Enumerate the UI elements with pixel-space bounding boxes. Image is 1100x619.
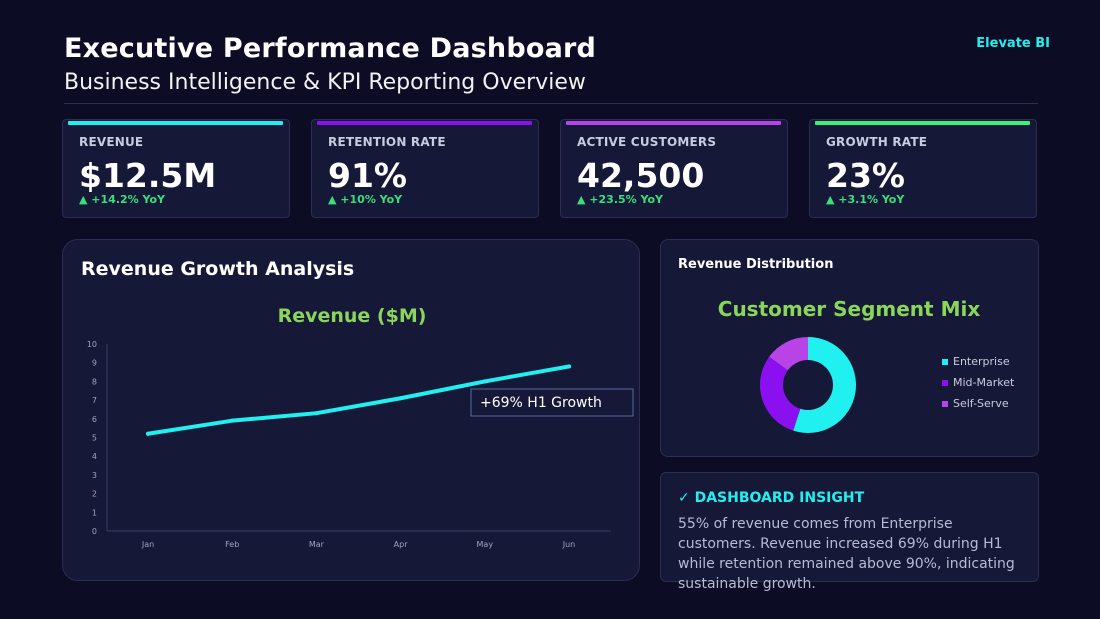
y-tick-label: 5 [92, 434, 97, 443]
page-subtitle: Business Intelligence & KPI Reporting Ov… [64, 70, 586, 95]
y-tick-label: 3 [92, 471, 97, 480]
y-tick-label: 8 [92, 377, 97, 386]
x-tick-label: Apr [394, 540, 409, 549]
chart-title: Customer Segment Mix [718, 297, 981, 321]
kpi-label: GROWTH RATE [826, 135, 928, 149]
header-divider [64, 103, 1038, 104]
annotation-label: +69% H1 Growth [480, 395, 602, 411]
brand-logo-text: Elevate BI [976, 36, 1050, 51]
kpi-delta: ▲ +10% YoY [328, 193, 403, 206]
kpi-label: RETENTION RATE [328, 135, 446, 149]
kpi-value: 42,500 [577, 156, 705, 195]
x-tick-label: Jun [562, 540, 576, 549]
y-tick-label: 0 [92, 527, 97, 536]
insight-heading: ✓ DASHBOARD INSIGHT [678, 490, 865, 506]
donut-slice-self-serve [769, 337, 808, 371]
revenue-growth-panel: Revenue Growth Analysis Revenue ($M) 0 1 2 3… [62, 239, 640, 581]
x-tick-label: May [477, 540, 494, 549]
insight-text: 55% of revenue comes from Enterprise cus… [678, 516, 1015, 592]
kpi-delta: ▲ +23.5% YoY [577, 193, 663, 206]
legend-swatch [942, 359, 948, 365]
kpi-accent-bar [317, 121, 532, 125]
kpi-label: REVENUE [79, 135, 144, 149]
page-title: Executive Performance Dashboard [64, 33, 597, 64]
kpi-card-revenue: REVENUE $12.5M ▲ +14.2% YoY [62, 119, 290, 218]
data-point [314, 411, 319, 416]
revenue-series-line [146, 364, 571, 436]
kpi-accent-bar [815, 121, 1030, 125]
donut-slice-enterprise [793, 337, 856, 433]
revenue-distribution-panel: Revenue Distribution Customer Segment Mi… [660, 239, 1039, 457]
chart-title: Revenue ($M) [278, 305, 427, 327]
data-point [482, 379, 487, 384]
x-tick-label: Mar [309, 540, 325, 549]
panel-title: Revenue Distribution [678, 257, 834, 272]
kpi-accent-bar [68, 121, 283, 125]
kpi-label: ACTIVE CUSTOMERS [577, 135, 717, 149]
data-point [146, 431, 150, 436]
y-tick-label: 2 [92, 490, 97, 499]
kpi-value: $12.5M [79, 156, 217, 195]
y-tick-label: 7 [92, 396, 97, 405]
y-tick-label: 6 [92, 415, 97, 424]
kpi-card-active-customers: ACTIVE CUSTOMERS 42,500 ▲ +23.5% YoY [560, 119, 788, 218]
dashboard-insight-panel: ✓ DASHBOARD INSIGHT 55% of revenue comes… [660, 472, 1039, 592]
legend-swatch [942, 380, 948, 386]
legend-label: Enterprise [953, 355, 1010, 368]
y-tick-label: 10 [87, 340, 97, 349]
data-point [567, 364, 571, 369]
legend-label: Mid-Market [953, 376, 1015, 389]
panel-title: Revenue Growth Analysis [81, 258, 355, 280]
legend-swatch [942, 401, 948, 407]
x-tick-label: Jan [141, 540, 154, 549]
annotation-box [470, 388, 634, 417]
revenue-line-chart: Revenue ($M) 0 1 2 3 4 5 6 7 8 9 10 Jan Feb Mar Apr May J… [87, 305, 634, 549]
data-point [230, 418, 235, 423]
x-tick-label: Feb [225, 540, 239, 549]
kpi-accent-bar [566, 121, 781, 125]
donut-slice-mid-market [760, 356, 801, 431]
legend-label: Self-Serve [953, 397, 1009, 410]
kpi-delta: ▲ +3.1% YoY [826, 193, 905, 206]
segment-donut-chart: Customer Segment Mix Enterprise Mid-Market… [718, 297, 1015, 433]
kpi-card-retention-rate: RETENTION RATE 91% ▲ +10% YoY [311, 119, 539, 218]
y-tick-label: 1 [92, 508, 97, 517]
kpi-delta: ▲ +14.2% YoY [79, 193, 165, 206]
y-tick-label: 9 [92, 359, 97, 368]
y-tick-label: 4 [92, 452, 97, 461]
kpi-value: 91% [328, 156, 407, 195]
kpi-card-growth-rate: GROWTH RATE 23% ▲ +3.1% YoY [809, 119, 1037, 218]
data-point [398, 396, 403, 401]
kpi-value: 23% [826, 156, 905, 195]
